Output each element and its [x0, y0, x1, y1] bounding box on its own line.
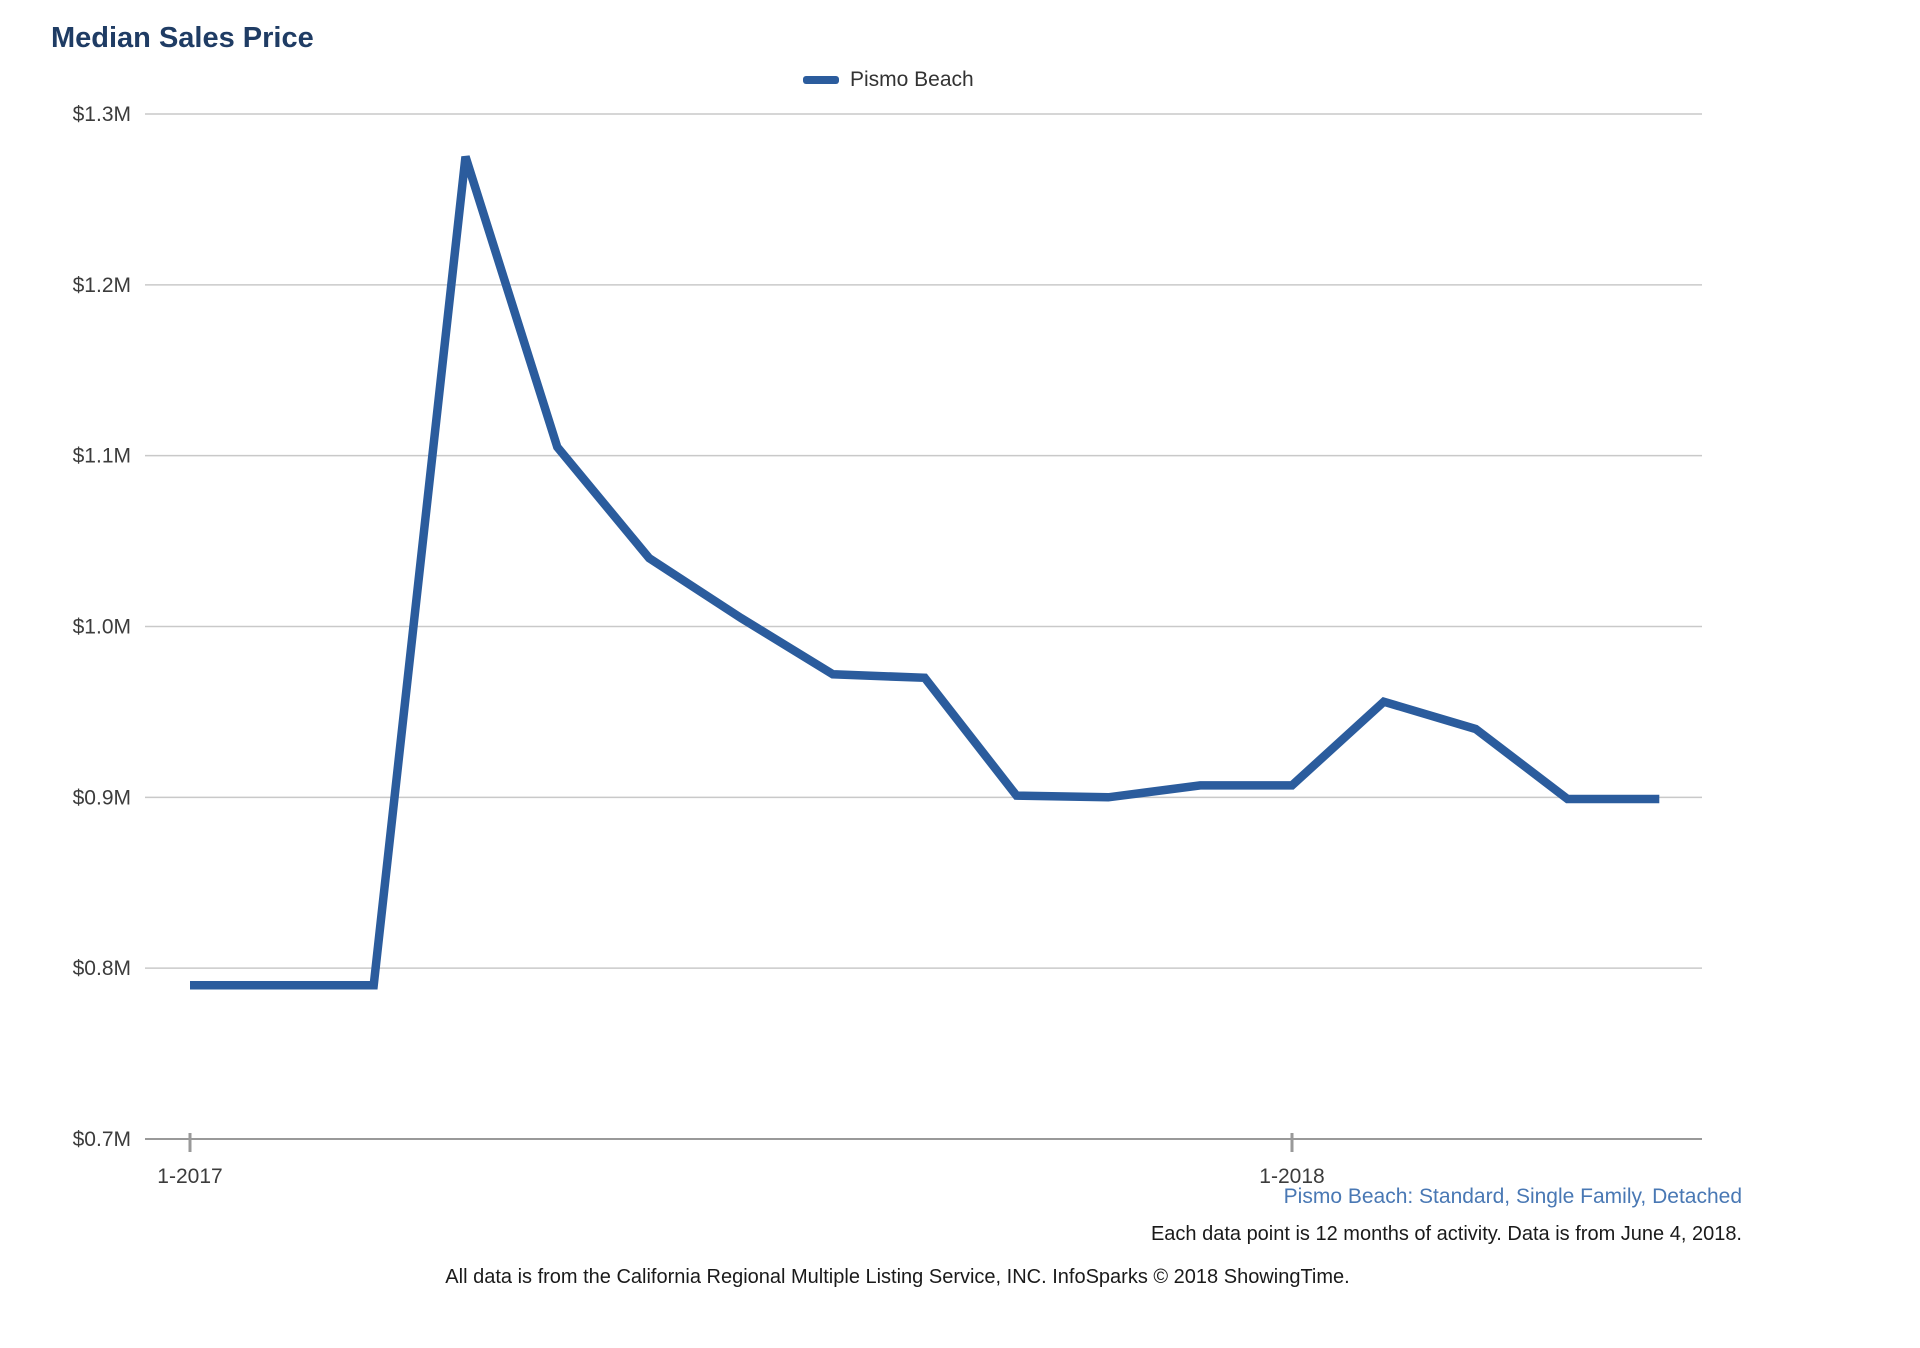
data-source-attribution: All data is from the California Regional…: [445, 1266, 1350, 1288]
y-tick-label: $1.3M: [73, 103, 131, 126]
y-tick-label: $1.1M: [73, 445, 131, 468]
y-tick-label: $0.7M: [73, 1128, 131, 1151]
chart-legend: Pismo Beach: [803, 68, 974, 92]
x-tick-label: 1-2018: [1259, 1165, 1324, 1188]
y-tick-label: $0.9M: [73, 786, 131, 809]
page-title: Median Sales Price: [51, 22, 314, 54]
chart-filter-description: Pismo Beach: Standard, Single Family, De…: [1283, 1185, 1742, 1208]
data-point-note: Each data point is 12 months of activity…: [1150, 1223, 1742, 1245]
series-line: [190, 155, 1660, 990]
y-tick-label: $1.2M: [73, 274, 131, 297]
y-tick-label: $1.0M: [73, 616, 131, 639]
x-tick-label: 1-2017: [157, 1165, 222, 1188]
legend-line-swatch-icon: [803, 76, 839, 84]
legend-series-label: Pismo Beach: [850, 68, 974, 91]
y-tick-label: $0.8M: [73, 957, 131, 980]
